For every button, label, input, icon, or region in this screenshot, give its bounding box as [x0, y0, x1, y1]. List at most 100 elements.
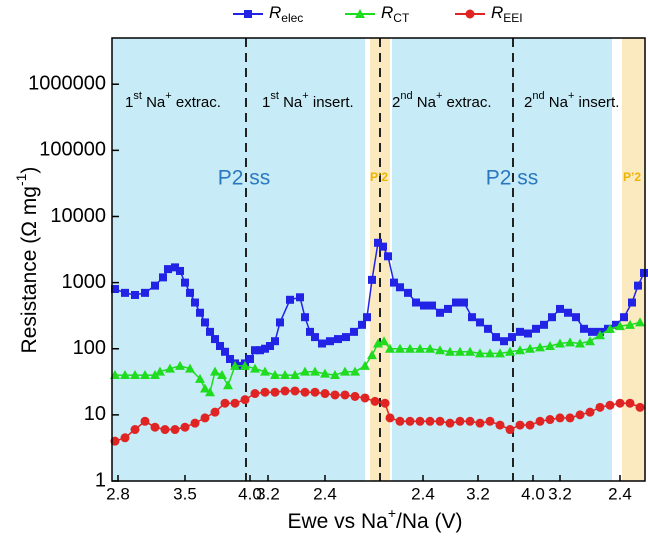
marker — [261, 344, 269, 353]
marker — [476, 318, 484, 327]
marker — [515, 345, 525, 355]
x-label-part: + — [388, 505, 396, 521]
marker — [240, 395, 250, 405]
y-tick-label: 1000000 — [28, 73, 106, 95]
marker — [475, 418, 485, 428]
marker — [565, 413, 575, 423]
region-label-part: Na — [545, 94, 569, 111]
marker — [171, 263, 179, 272]
marker — [186, 288, 194, 297]
marker — [360, 393, 370, 403]
y-tick-label: 1000 — [62, 271, 107, 293]
marker — [505, 425, 515, 435]
legend-label-part: R — [381, 3, 393, 22]
marker — [415, 343, 425, 353]
marker — [210, 366, 220, 376]
marker — [615, 321, 625, 331]
phase-label: P2 ss — [486, 167, 539, 190]
x-tick-label: 2.4 — [313, 484, 337, 503]
marker — [585, 407, 595, 417]
marker — [220, 398, 230, 408]
marker — [185, 363, 195, 373]
series — [110, 317, 645, 397]
marker — [111, 285, 119, 294]
x-tick-label: 3.2 — [466, 484, 490, 503]
marker — [191, 298, 199, 307]
marker — [492, 333, 500, 342]
marker — [545, 415, 555, 425]
marker — [485, 348, 495, 358]
y-label-part: -1 — [13, 173, 29, 186]
marker — [141, 288, 149, 297]
marker — [330, 390, 340, 400]
x-tick-label: 4.0 — [521, 484, 545, 503]
marker — [200, 383, 210, 393]
region-label: 1st Na+ extrac. — [125, 90, 221, 111]
marker — [455, 416, 465, 426]
marker — [130, 370, 140, 380]
region-label-part: st — [270, 90, 279, 102]
marker — [635, 317, 645, 327]
marker — [435, 416, 445, 426]
legend-label-part: R — [491, 3, 503, 22]
phase-label: P2 ss — [218, 167, 271, 190]
region-label-part: Na — [413, 94, 437, 111]
marker — [230, 398, 240, 408]
y-tick-label: 10000 — [50, 205, 106, 227]
marker — [286, 295, 294, 304]
marker — [374, 238, 382, 247]
marker — [326, 337, 334, 346]
marker — [350, 366, 360, 376]
x-tick-label: 4.0 — [238, 484, 262, 503]
legend-marker — [244, 10, 252, 18]
marker — [545, 341, 555, 351]
marker — [625, 319, 635, 329]
marker — [508, 333, 516, 342]
marker — [358, 320, 366, 329]
region-label: 2nd Na+ extrac. — [392, 90, 492, 111]
marker — [395, 416, 405, 426]
marker — [595, 330, 605, 340]
marker — [251, 346, 259, 355]
marker — [334, 335, 342, 344]
region-label-part: insert. — [309, 94, 354, 111]
marker — [404, 288, 412, 297]
marker — [595, 402, 605, 412]
marker — [340, 366, 350, 376]
y-label-part: Resistance (Ω mg — [18, 186, 41, 353]
frame — [111, 37, 646, 482]
y-tick-label: 100000 — [39, 139, 106, 161]
marker — [580, 324, 588, 333]
marker — [370, 396, 380, 406]
marker — [585, 336, 595, 346]
marker — [306, 327, 314, 336]
marker — [556, 304, 564, 313]
phase-label: P’2 — [370, 170, 388, 184]
marker — [368, 275, 376, 284]
marker — [176, 266, 184, 275]
legend-label-part: CT — [393, 11, 410, 25]
legend-label-part: elec — [281, 11, 303, 25]
marker — [605, 323, 615, 333]
region-label-part: + — [568, 90, 574, 102]
marker — [196, 308, 204, 317]
marker — [564, 308, 572, 317]
marker — [384, 252, 392, 261]
region-shade — [370, 38, 390, 481]
region-shade — [112, 38, 365, 481]
marker — [140, 370, 150, 380]
marker — [444, 304, 452, 313]
marker — [330, 370, 340, 380]
marker — [396, 283, 404, 292]
marker — [379, 336, 389, 346]
marker — [230, 360, 240, 370]
x-axis-label: Ewe vs Na+/Na (V) — [287, 505, 462, 533]
marker — [360, 360, 370, 370]
marker — [270, 387, 280, 397]
region-shade — [392, 38, 612, 481]
series — [110, 386, 645, 446]
marker — [206, 327, 214, 336]
marker — [200, 413, 210, 423]
marker — [635, 402, 645, 412]
